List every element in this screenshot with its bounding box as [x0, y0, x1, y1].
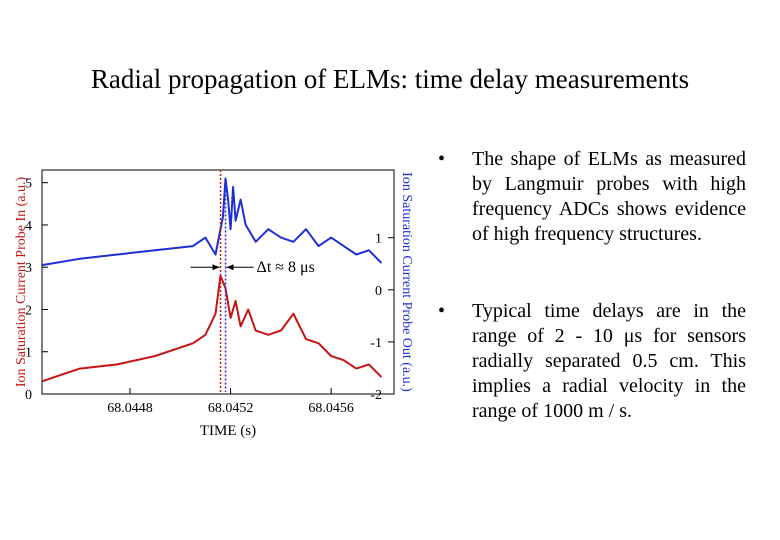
bullet-text: Typical time delays are in the range of … [472, 300, 746, 422]
x-tick-label: 68.0456 [308, 401, 354, 416]
slide-title: Radial propagation of ELMs: time delay m… [90, 64, 690, 94]
bullet-item: • The shape of ELMs as measured by Langm… [438, 147, 746, 247]
delay-arrowhead-left [212, 264, 220, 271]
y-left-tick-label: 4 [25, 219, 32, 234]
y-right-tick-label: -2 [370, 388, 382, 403]
y-left-tick-label: 0 [25, 388, 32, 403]
y-right-tick-label: 1 [375, 232, 382, 247]
x-tick-label: 68.0452 [208, 401, 254, 416]
series-line-probe-out [41, 177, 383, 267]
plot-frame [41, 169, 395, 395]
probe-time-delay-chart: Δt ≈ 8 μs 68.0448 68.0452 68.0456 0 1 2 3 4 5 -2 -… [14, 169, 414, 439]
bullet-item: • Typical time delays are in the range o… [438, 299, 746, 424]
y-left-tick-label: 5 [25, 177, 32, 192]
x-tick-label: 68.0448 [107, 401, 153, 416]
bullet-marker: • [438, 300, 446, 322]
bullet-text: The shape of ELMs as measured by Langmui… [472, 148, 746, 245]
left-axis-label: Ion Saturation Current Probe In (a.u.) [14, 176, 29, 387]
y-left-tick-label: 1 [25, 346, 32, 361]
x-axis-label: TIME (s) [200, 423, 256, 439]
bullet-list: • The shape of ELMs as measured by Langm… [438, 147, 746, 424]
y-right-tick-label: -1 [370, 336, 382, 351]
y-left-tick-label: 2 [25, 303, 32, 318]
y-left-tick-label: 3 [25, 261, 32, 276]
delay-arrowhead-right [226, 264, 234, 271]
right-axis-label: Ion Saturation Current Probe Out (a.u.) [399, 172, 414, 392]
delay-annotation-label: Δt ≈ 8 μs [257, 259, 315, 276]
y-right-tick-label: 0 [375, 284, 382, 299]
series-line-probe-in [41, 274, 383, 383]
bullet-marker: • [438, 148, 446, 170]
